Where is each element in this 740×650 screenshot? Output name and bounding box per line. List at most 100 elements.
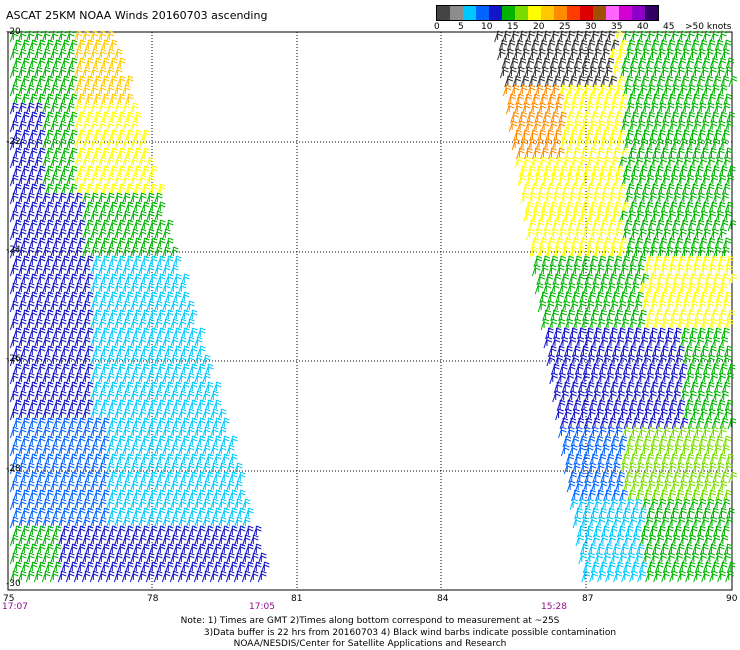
wind-barb [526,84,536,97]
wind-barb [602,237,612,250]
wind-barb [196,561,206,574]
lon-label: 81 [291,594,303,604]
wind-barb [100,471,110,484]
wind-barb [172,363,182,376]
wind-barb [188,399,198,412]
wind-barb [172,273,182,286]
wind-barb [629,174,639,187]
wind-barb [680,273,690,286]
wind-barb [603,408,612,421]
wind-barb [664,75,674,88]
wind-barb [633,327,642,340]
wind-barb [588,120,598,133]
wind-barb [717,57,727,70]
wind-barb [252,561,262,574]
wind-barb [681,183,691,196]
wind-barb [28,471,38,484]
wind-barb [648,471,657,484]
wind-barb [228,453,238,466]
wind-barb [686,165,696,178]
wind-barb [611,543,621,556]
wind-barb [719,417,729,430]
wind-barb [521,102,531,115]
wind-barb [148,417,158,430]
wind-barb [678,84,688,97]
wind-barb [113,390,123,403]
wind-barb [599,534,609,547]
wind-barb [578,237,588,250]
wind-barb [36,381,46,394]
wind-barb [108,93,118,106]
wind-barb [220,507,230,520]
wind-barb [68,201,78,214]
wind-barb [33,516,43,529]
wind-barb [105,570,115,583]
wind-barb [172,327,182,340]
wind-barb [564,399,574,412]
wind-barb [657,300,667,313]
wind-barb [41,336,51,349]
wind-barb [52,147,62,160]
wind-barb [566,309,575,322]
wind-barb [686,480,696,493]
wind-barb [188,345,198,358]
wind-barb [17,498,27,511]
wind-barb [84,111,94,124]
wind-barb [73,264,83,277]
wind-barb [41,66,51,79]
wind-barb [670,480,680,493]
wind-barb [698,237,708,250]
wind-barb [84,255,94,268]
wind-barb [148,525,158,538]
wind-barb [105,426,115,439]
wind-barb [638,426,647,439]
wind-barb [616,246,626,259]
wind-barb [550,282,560,295]
wind-barb [28,237,38,250]
wind-barb [542,84,552,97]
wind-barb [201,570,211,583]
wind-barb [657,129,666,142]
wind-barb [698,552,708,565]
wind-barb [608,246,618,259]
wind-barb [624,390,633,403]
wind-barb [49,30,59,43]
wind-barb [60,39,70,52]
wind-barb [717,570,726,583]
wind-barb [201,408,211,421]
wind-barb [549,174,559,187]
wind-barb [57,552,67,565]
wind-barb [616,273,626,286]
wind-barb [658,354,668,367]
wind-barb [607,417,617,430]
wind-barb [628,201,638,214]
wind-barb [531,210,540,223]
wind-barb [650,552,660,565]
wind-barb [68,165,78,178]
wind-barb [169,336,179,349]
wind-barb [116,75,126,88]
wind-barb [137,390,147,403]
wind-barb [193,552,203,565]
wind-barb [17,300,27,313]
wind-barb [60,93,70,106]
wind-barb [121,444,131,457]
wind-barb [710,480,720,493]
wind-barb [724,201,734,214]
wind-barb [527,219,537,232]
wind-barb [89,156,99,169]
wind-barb [41,534,51,547]
wind-barb [108,525,118,538]
wind-barb [526,228,535,241]
wind-barb [12,561,22,574]
wind-barb [685,255,695,268]
scale-label-25: 25 [559,22,571,32]
wind-barb [578,156,588,169]
wind-barb [542,228,551,241]
wind-barb [28,273,38,286]
scale-swatch [463,6,476,20]
wind-barb [188,417,198,430]
wind-barb [646,111,655,124]
wind-barb [718,84,728,97]
wind-barb [659,462,669,475]
